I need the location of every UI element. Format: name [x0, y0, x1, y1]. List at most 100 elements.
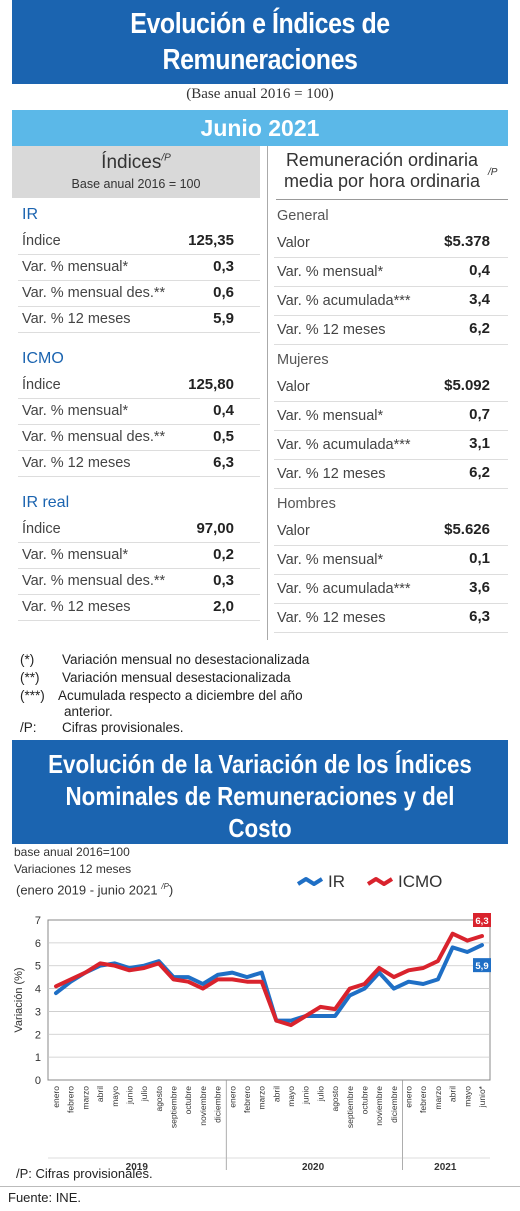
x-tick-label: mayo — [462, 1086, 472, 1107]
ir-row-label: Índice — [22, 233, 61, 249]
x-tick-label: junio — [124, 1086, 134, 1105]
year-label: 2020 — [302, 1162, 325, 1173]
ir-real-row-rule — [18, 542, 260, 543]
icmo-row-rule — [18, 424, 260, 425]
icmo-row-label: Var. % mensual* — [22, 403, 129, 419]
x-tick-label: noviembre — [198, 1086, 208, 1126]
x-tick-label: octubre — [183, 1086, 193, 1115]
icmo-row-label: Índice — [22, 377, 61, 393]
section-icmo-title: ICMO — [22, 350, 64, 367]
legend-label-ir: IR — [328, 872, 345, 891]
ir-row-value: 125,35 — [188, 232, 234, 249]
footnote-mark: /P: — [20, 720, 37, 735]
indices-header: Índices/P Base anual 2016 = 100 — [12, 146, 260, 198]
ir-real-row-value: 97,00 — [196, 520, 234, 537]
ir-real-row-rule — [18, 620, 260, 621]
source-note: Fuente: INE. — [8, 1190, 81, 1205]
remuneracion-title-line1: Remuneración ordinaria — [285, 150, 479, 170]
chart-title-line1: Evolución de la Variación de los Índices — [48, 749, 472, 779]
hombres-row-label: Valor — [277, 523, 310, 539]
chart-period: (enero 2019 - junio 2021 /P) — [16, 882, 173, 897]
ir-real-row-label: Índice — [22, 521, 61, 537]
chart-variation-note: Variaciones 12 meses — [14, 862, 132, 876]
x-tick-label: abril — [271, 1086, 281, 1102]
ir-row-rule — [18, 254, 260, 255]
general-row-label: Var. % mensual* — [277, 264, 384, 280]
hombres-row-value: $5.626 — [444, 521, 490, 538]
period-banner: Junio 2021 — [12, 110, 508, 146]
y-tick-label: 4 — [35, 984, 41, 996]
y-axis-label: Variación (%) — [13, 967, 25, 1032]
chart-period-sup: /P — [161, 882, 169, 891]
ir-row-value: 5,9 — [213, 310, 234, 327]
x-tick-label: febrero — [242, 1086, 252, 1113]
ir-real-row-value: 2,0 — [213, 598, 234, 615]
chart-title-line2: Nominales de Remuneraciones y del Costo — [65, 781, 455, 843]
ir-real-row-label: Var. % mensual des.** — [22, 573, 166, 589]
chart-title-line3: de la Mano de obra — [158, 845, 362, 875]
indices-subtitle: Base anual 2016 = 100 — [71, 177, 201, 191]
source-rule — [0, 1186, 520, 1187]
x-tick-label: agosto — [154, 1086, 164, 1112]
footnote-mark: (***) — [20, 688, 45, 703]
general-row-value: 6,2 — [469, 320, 490, 337]
series-line-icmo — [54, 931, 484, 1028]
ir-row-rule — [18, 280, 260, 281]
plot-frame — [47, 919, 491, 1081]
hombres-row-value: 3,6 — [469, 579, 490, 596]
general-row-label: Var. % 12 meses — [277, 322, 386, 338]
ir-row-rule — [18, 306, 260, 307]
ir-row-label: Var. % mensual* — [22, 259, 129, 275]
hombres-row-rule — [274, 603, 508, 604]
indices-title: Índices — [101, 152, 162, 173]
end-label-box-ir — [473, 958, 491, 973]
general-row-rule — [274, 286, 508, 287]
x-tick-label: febrero — [418, 1086, 428, 1113]
icmo-row-value: 0,4 — [213, 402, 234, 419]
hombres-row-label: Var. % 12 meses — [277, 610, 386, 626]
section-general-title: General — [277, 208, 329, 224]
x-tick-label: junio — [301, 1086, 311, 1105]
legend-swatch-ir — [296, 877, 324, 886]
x-tick-label: julio — [139, 1086, 149, 1102]
hombres-row-label: Var. % acumulada*** — [277, 581, 411, 597]
chart-period-close: ) — [168, 882, 174, 898]
chart-title-banner: Evolución de la Variación de los Índices… — [12, 740, 508, 875]
ir-row-value: 0,3 — [213, 258, 234, 275]
x-tick-label: enero — [227, 1086, 237, 1108]
icmo-row-rule — [18, 398, 260, 399]
icmo-row-label: Var. % 12 meses — [22, 455, 131, 471]
general-row-rule — [274, 344, 508, 345]
x-tick-label: marzo — [257, 1086, 267, 1110]
mujeres-row-value: 3,1 — [469, 435, 490, 452]
main-title-line2: y Costo de la Mano de Obra — [101, 80, 419, 112]
footnote-text: anterior. — [64, 704, 113, 719]
x-tick-label: enero — [404, 1086, 414, 1108]
base-year-note: (Base anual 2016 = 100) — [186, 86, 334, 102]
y-tick-label: 0 — [35, 1075, 41, 1087]
mujeres-row-rule — [274, 459, 508, 460]
x-tick-label: abril — [448, 1086, 458, 1102]
general-row-label: Var. % acumulada*** — [277, 293, 411, 309]
x-tick-label: enero — [51, 1086, 61, 1108]
remuneracion-header-rule — [276, 199, 508, 200]
ir-row-label: Var. % 12 meses — [22, 311, 131, 327]
footnote-text: Cifras provisionales. — [62, 720, 184, 735]
remuneracion-title-line2: media por hora ordinaria — [283, 171, 481, 191]
footnote-mark: (*) — [20, 652, 35, 667]
ir-row-value: 0,6 — [213, 284, 234, 301]
ir-real-row-label: Var. % mensual* — [22, 547, 129, 563]
footnote-text: Acumulada respecto a diciembre del año — [58, 688, 303, 703]
icmo-row-value: 6,3 — [213, 454, 234, 471]
hombres-row-rule — [274, 545, 508, 546]
y-tick-label: 3 — [35, 1006, 41, 1018]
x-tick-label: junio* — [477, 1085, 487, 1108]
mujeres-row-label: Var. % acumulada*** — [277, 437, 411, 453]
ir-real-row-rule — [18, 568, 260, 569]
ir-real-row-value: 0,3 — [213, 572, 234, 589]
y-tick-label: 6 — [35, 938, 41, 950]
footnote-text: Variación mensual desestacionalizada — [62, 670, 291, 685]
hombres-row-value: 6,3 — [469, 608, 490, 625]
mujeres-row-rule — [274, 488, 508, 489]
